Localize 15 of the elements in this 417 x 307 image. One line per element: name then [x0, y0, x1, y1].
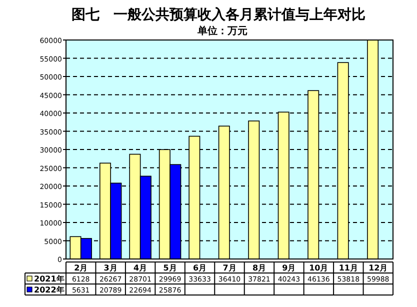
x-tick-label: 10月: [309, 264, 328, 272]
legend-label: 2022年: [34, 286, 64, 294]
x-tick-label: 7月: [222, 264, 236, 272]
x-tick-label: 8月: [252, 264, 266, 272]
x-tick-label: 2月: [74, 264, 88, 272]
chart-title: 图七 一般公共预算收入各月累计值与上年对比: [72, 7, 366, 23]
x-tick-label: 11月: [338, 264, 358, 272]
x-tick-label: 4月: [134, 264, 148, 272]
x-tick-label: 12月: [368, 264, 388, 272]
x-tick-label: 9月: [282, 264, 296, 272]
legend-label: 2021年: [34, 274, 64, 284]
chart-subtitle: 单位：万元: [196, 25, 248, 37]
x-tick-label: 5月: [163, 264, 177, 272]
x-tick-label: 6月: [192, 264, 207, 272]
x-tick-label: 3月: [104, 264, 118, 272]
